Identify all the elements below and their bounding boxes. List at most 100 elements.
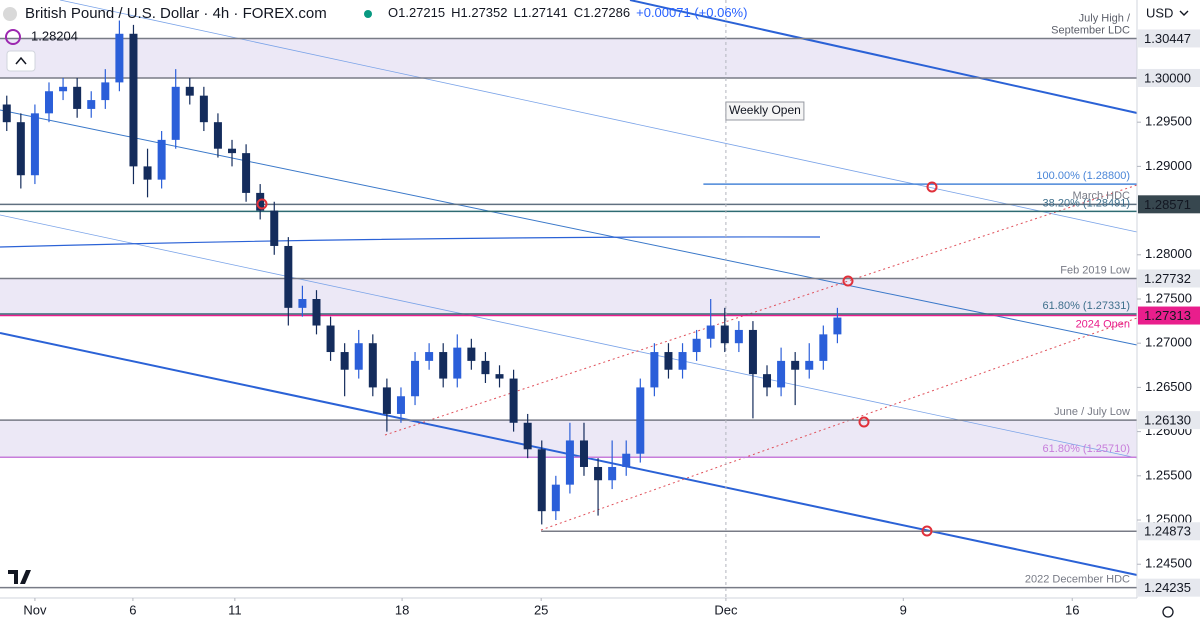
price-badge-label: 1.30000 [1144,70,1191,85]
trend-line [0,109,1138,346]
header: British Pound / U.S. Dollar · 4h · FOREX… [3,5,1189,618]
price-badge [1138,29,1200,48]
candle-body [185,86,194,96]
marker [842,275,854,287]
candle-body [594,466,603,481]
marker [858,416,870,428]
candle-body [833,317,842,335]
candle-body [453,347,462,379]
y-tick-label: 1.27500 [1145,290,1192,305]
candle-body [368,343,377,388]
price-badge [1138,306,1200,325]
candle-body [608,466,617,481]
currency-selector[interactable]: USD [1146,5,1173,20]
candle-body [16,122,25,176]
candle-body [411,360,420,397]
level-label: June / July Low [1054,406,1130,418]
price-zone [0,38,1137,78]
logo [9,563,13,588]
level-label: 100.00% (1.28800) [1036,170,1130,182]
readout-item: +0.00071 (+0.06%) [636,5,747,20]
level-label: 38.20% (1.28491) [1043,197,1130,209]
x-tick-label: 11 [228,602,242,617]
symbol-icon [3,7,17,21]
level-label: September LDC [1051,24,1130,36]
candle-body [706,325,715,339]
annotation: Weekly Open [729,103,801,117]
candle-body [157,139,166,180]
channel-line [384,184,1138,436]
candle-body [228,148,237,154]
candle-body [579,440,588,467]
candle-body [340,352,349,370]
candle-body [509,378,518,423]
readout-item: L1.27141 [514,5,568,20]
y-tick-label: 1.29500 [1145,114,1192,129]
candle-body [720,325,729,344]
candle-body [270,210,279,246]
candle-body [523,422,532,450]
candle-body [439,352,448,379]
marker [921,525,933,537]
candle-body [2,104,11,123]
candle-body [242,153,251,193]
candle-body [73,86,82,109]
price-zone [0,278,1137,316]
candle-body [213,122,222,149]
price-badge [1138,411,1200,430]
candle-body [396,396,405,414]
candle-body [734,329,743,344]
candle-body [565,440,574,485]
readout-item: O1.27215 [388,5,445,20]
moving-average [0,236,821,248]
price-badge-label: 1.28571 [1144,197,1191,212]
price-badge [1138,195,1200,214]
price-badge-label: 1.26130 [1144,413,1191,428]
candle-body [763,374,772,388]
candle-body [382,387,391,414]
zones [0,38,1137,458]
price-badge-label: 1.27313 [1144,308,1191,323]
price-badge [1138,269,1200,288]
candle-body [495,374,504,379]
trend-line [0,214,1138,459]
candle-body [312,299,321,326]
candle-body [650,352,659,388]
x-tick-label: Nov [23,602,47,617]
candle-body [481,360,490,375]
candle-body [143,166,152,180]
candle-body [59,86,68,92]
marker [256,198,268,210]
x-tick-label: 18 [395,602,409,617]
price-badge [1138,68,1200,87]
time-axis [0,598,1137,622]
candle-body [199,95,208,123]
candle-body [819,334,828,361]
candle-body [678,352,687,370]
dropdown-icon [1179,10,1189,16]
logo [8,570,31,584]
y-tick-label: 1.27000 [1145,335,1192,350]
collapse-button[interactable] [6,50,36,72]
settings-icon[interactable] [1162,606,1174,618]
ohlc-readout: O1.27215 H1.27352 L1.27141 C1.27286 +0.00071… [388,5,747,20]
markers [256,181,938,537]
candle-body [326,325,335,353]
candle-body [256,192,265,211]
y-tick-label: 1.29000 [1145,158,1192,173]
candles [2,20,842,525]
level-label: March HDC [1073,190,1131,202]
candle-body [777,360,786,388]
x-tick-label: 25 [534,602,548,617]
candle-body [171,86,180,140]
level-label: Feb 2019 Low [1060,264,1130,276]
x-tick-label: 6 [129,602,136,617]
candle-body [284,245,293,308]
y-tick-label: 1.24500 [1145,556,1192,571]
candle-body [101,82,110,101]
channel-line [540,317,1138,531]
y-tick-label: 1.28000 [1145,246,1192,261]
level-label: 2022 December HDC [1025,574,1130,586]
candle-body [692,338,701,353]
